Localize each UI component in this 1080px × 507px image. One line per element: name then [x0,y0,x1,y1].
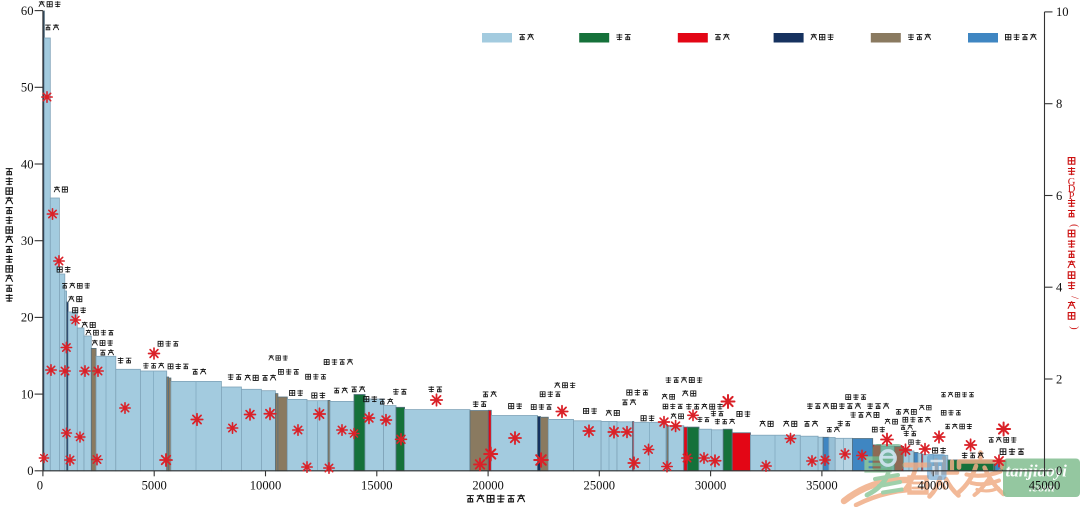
svg-text:4: 4 [1056,281,1063,295]
svg-text:45000: 45000 [1029,479,1060,493]
svg-text:5000: 5000 [142,479,167,493]
svg-text:2: 2 [1056,372,1062,386]
svg-text:): ) [1069,326,1080,330]
svg-text:20000: 20000 [472,479,503,493]
svg-text:40: 40 [21,157,34,171]
svg-text:8: 8 [1056,97,1062,111]
svg-text:/: / [1069,296,1080,299]
svg-text:40000: 40000 [917,479,948,493]
svg-text:50: 50 [21,81,34,95]
svg-text:G: G [1068,177,1076,188]
svg-text:10: 10 [21,387,34,401]
svg-text:30: 30 [21,234,34,248]
svg-text:25000: 25000 [584,479,615,493]
svg-text:30000: 30000 [695,479,726,493]
svg-text:.com: .com [1029,480,1055,495]
svg-text:P: P [1069,191,1075,202]
svg-text:10: 10 [1056,5,1069,19]
svg-text:(: ( [1069,224,1080,228]
svg-text:D: D [1068,184,1076,195]
svg-text:0: 0 [37,479,43,493]
svg-text:0: 0 [27,464,33,478]
svg-text:10000: 10000 [250,479,281,493]
svg-text:6: 6 [1056,189,1062,203]
svg-text:60: 60 [21,4,34,18]
svg-text:0: 0 [1056,464,1062,478]
svg-text:35000: 35000 [806,479,837,493]
svg-text:20: 20 [21,311,34,325]
svg-text:15000: 15000 [361,479,392,493]
